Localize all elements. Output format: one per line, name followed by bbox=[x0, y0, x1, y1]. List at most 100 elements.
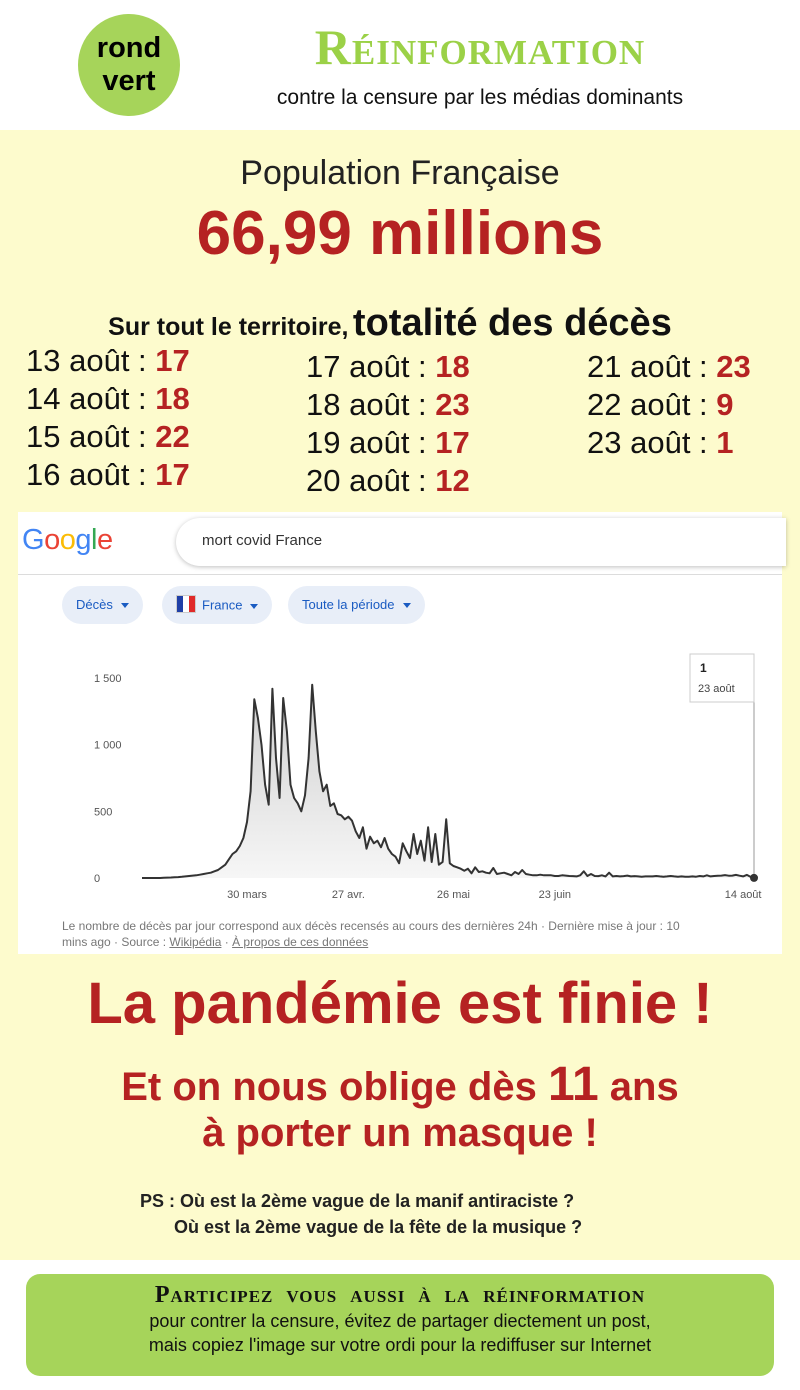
death-entry: 19 août : 17 bbox=[306, 424, 470, 462]
series-line bbox=[142, 683, 755, 879]
death-entry: 17 août : 18 bbox=[306, 348, 470, 386]
deaths-column-2: 17 août : 18 18 août : 23 19 août : 17 20 a… bbox=[306, 348, 470, 500]
death-count: 18 bbox=[435, 349, 470, 384]
deaths-chart: 0 500 1 000 1 500 30 mars 27 avr. 26 mai 23 jui… bbox=[94, 653, 762, 901]
death-date: 20 août : bbox=[306, 463, 436, 498]
chart-footnote: Le nombre de décès par jour correspond a… bbox=[62, 918, 782, 950]
death-count: 12 bbox=[435, 463, 470, 498]
tooltip-box bbox=[689, 653, 755, 703]
footer-title: Participez vous aussi à la réinformation bbox=[154, 1282, 646, 1308]
series-area bbox=[142, 684, 754, 878]
death-count: 18 bbox=[155, 381, 190, 416]
death-entry: 22 août : 9 bbox=[587, 386, 751, 424]
chip-periode[interactable]: Toute la période bbox=[288, 586, 425, 624]
death-date: 14 août : bbox=[26, 381, 156, 416]
google-logo-letter: G bbox=[22, 524, 45, 556]
chip-deces[interactable]: Décès bbox=[62, 586, 143, 624]
death-count: 22 bbox=[155, 419, 190, 454]
slogan-part2: ans bbox=[598, 1065, 679, 1109]
death-date: 15 août : bbox=[26, 419, 156, 454]
ps-line1: PS : Où est la 2ème vague de la manif an… bbox=[140, 1191, 575, 1211]
death-entry: 21 août : 23 bbox=[587, 348, 751, 386]
slogan-sub: Et on nous oblige dès 11 ans à porter un… bbox=[0, 1061, 800, 1156]
last-point-marker bbox=[750, 873, 758, 882]
slogan-main: La pandémie est finie ! bbox=[87, 971, 713, 1036]
death-date: 13 août : bbox=[26, 343, 156, 378]
google-logo-letter: o bbox=[59, 524, 76, 556]
logo-line2: vert bbox=[102, 65, 156, 97]
footer-banner: Participez vous aussi à la réinformation… bbox=[26, 1274, 774, 1376]
y-tick-label: 1 500 bbox=[94, 673, 122, 685]
death-entry: 16 août : 17 bbox=[26, 456, 190, 494]
x-tick-label: 26 mai bbox=[437, 889, 470, 901]
x-tick-label: 23 juin bbox=[539, 889, 571, 901]
footnote-sep: · bbox=[221, 935, 233, 949]
google-screenshot: Google mort covid France Décès France To… bbox=[18, 512, 786, 954]
ps-line2: Où est la 2ème vague de la fête de la mu… bbox=[174, 1217, 583, 1237]
death-count: 9 bbox=[716, 387, 734, 422]
deaths-title-big: totalité des décès bbox=[352, 302, 672, 344]
population-label: Population Française bbox=[240, 154, 560, 192]
tagline: contre la censure par les médias dominan… bbox=[276, 86, 684, 109]
death-count: 23 bbox=[716, 349, 751, 384]
brand-title: Réinformation bbox=[314, 19, 646, 75]
x-tick-label: 30 mars bbox=[227, 889, 267, 901]
chip-periode-label: Toute la période bbox=[302, 597, 395, 612]
deaths-column-1: 13 août : 17 14 août : 18 15 août : 22 16 a… bbox=[26, 342, 190, 494]
tooltip-value: 1 bbox=[700, 661, 707, 675]
france-flag-icon bbox=[176, 595, 196, 613]
source-link[interactable]: Wikipédia bbox=[169, 935, 222, 949]
death-entry: 15 août : 22 bbox=[26, 418, 190, 456]
death-date: 21 août : bbox=[587, 349, 717, 384]
population-value: 66,99 millions bbox=[196, 199, 604, 268]
google-logo-letter: l bbox=[90, 524, 97, 556]
death-date: 19 août : bbox=[306, 425, 436, 460]
death-date: 22 août : bbox=[587, 387, 717, 422]
death-date: 23 août : bbox=[587, 425, 717, 460]
deaths-title-small: Sur tout le territoire, bbox=[108, 313, 349, 341]
death-count: 17 bbox=[435, 425, 470, 460]
google-logo: Google bbox=[22, 524, 113, 557]
caret-down-icon bbox=[120, 603, 129, 609]
death-count: 17 bbox=[155, 457, 190, 492]
footer-line2: mais copiez l'image sur votre ordi pour … bbox=[148, 1335, 652, 1355]
chip-france[interactable]: France bbox=[162, 586, 273, 624]
main-panel: Population Française 66,99 millions Sur … bbox=[0, 130, 800, 1260]
x-tick-label: 14 août bbox=[725, 889, 762, 901]
google-logo-letter: e bbox=[96, 524, 113, 556]
death-count: 23 bbox=[435, 387, 470, 422]
rond-vert-logo: rond vert bbox=[78, 14, 180, 116]
death-entry: 18 août : 23 bbox=[306, 386, 470, 424]
deaths-column-3: 21 août : 23 22 août : 9 23 août : 1 bbox=[587, 348, 751, 462]
y-tick-label: 1 000 bbox=[94, 740, 122, 752]
y-tick-label: 0 bbox=[94, 873, 100, 885]
death-date: 17 août : bbox=[306, 349, 436, 384]
divider bbox=[18, 574, 782, 575]
logo-line1: rond bbox=[96, 32, 162, 64]
footnote-prefix: mins ago · Source : bbox=[62, 935, 170, 949]
death-date: 16 août : bbox=[26, 457, 156, 492]
caret-down-icon bbox=[250, 603, 259, 609]
death-date: 18 août : bbox=[306, 387, 436, 422]
slogan-sub-line2: à porter un masque ! bbox=[202, 1111, 598, 1155]
header: rond vert Réinformation contre la censur… bbox=[0, 0, 800, 130]
y-tick-label: 500 bbox=[94, 806, 112, 818]
google-logo-letter: g bbox=[75, 524, 91, 556]
about-link[interactable]: À propos de ces données bbox=[232, 935, 369, 949]
death-entry: 23 août : 1 bbox=[587, 424, 751, 462]
death-entry: 14 août : 18 bbox=[26, 380, 190, 418]
footnote-line1: Le nombre de décès par jour correspond a… bbox=[62, 919, 680, 933]
slogan-number: 11 bbox=[547, 1058, 599, 1111]
death-entry: 20 août : 12 bbox=[306, 462, 470, 500]
death-count: 17 bbox=[155, 343, 190, 378]
google-logo-letter: o bbox=[44, 524, 60, 556]
footer-line1: pour contrer la censure, évitez de parta… bbox=[149, 1311, 651, 1331]
death-entry: 13 août : 17 bbox=[26, 342, 190, 380]
slogan-part1: Et on nous oblige dès bbox=[121, 1065, 548, 1109]
chip-deces-label: Décès bbox=[76, 597, 113, 612]
search-input[interactable]: mort covid France bbox=[176, 518, 786, 566]
slogan-sub-line1: Et on nous oblige dès 11 ans bbox=[0, 1061, 800, 1110]
chip-france-label: France bbox=[202, 597, 243, 613]
footnote-line2: mins ago · Source : Wikipédia · À propos… bbox=[62, 934, 782, 950]
caret-down-icon bbox=[402, 603, 411, 609]
